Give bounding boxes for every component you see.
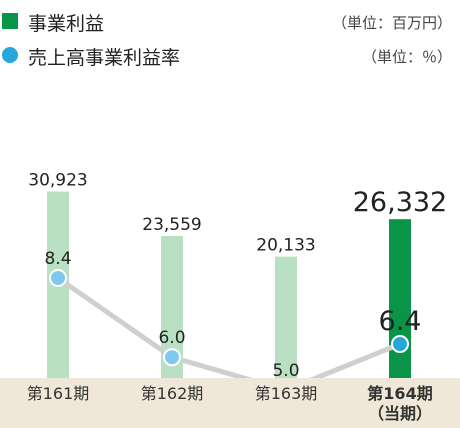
- x-tick-label: 第164期 （当期）: [367, 384, 433, 423]
- profit-value-label: 26,332: [353, 187, 447, 218]
- x-tick-label: 第163期: [254, 384, 318, 403]
- legend-profit-swatch: [2, 13, 18, 29]
- profit-value-label: 23,559: [142, 215, 201, 235]
- profit-bar: [161, 235, 183, 378]
- legend-profit-unit: （単位：百万円）: [331, 14, 452, 32]
- rate-point: [391, 335, 409, 353]
- rate-value-label: 6.0: [158, 328, 185, 348]
- x-tick-label: 第161期: [26, 384, 90, 403]
- category-band: [0, 378, 460, 428]
- profit-value-label: 30,923: [28, 171, 87, 191]
- x-tick-label: 第162期: [140, 384, 204, 403]
- legend-rate-dot: [2, 47, 18, 63]
- profit-bar: [275, 256, 297, 378]
- rate-value-label: 5.0: [272, 361, 299, 378]
- profit-value-label: 20,133: [256, 236, 315, 256]
- rate-value-label: 8.4: [44, 249, 71, 269]
- legend-rate: 売上高事業利益率 （単位：％）: [0, 42, 460, 69]
- legend-profit: 事業利益 （単位：百万円）: [0, 8, 460, 35]
- rate-point: [49, 269, 67, 287]
- legend-profit-label: 事業利益: [28, 13, 105, 35]
- profit-bar: [389, 219, 411, 378]
- rate-line: [55, 275, 403, 378]
- legend-rate-label: 売上高事業利益率: [28, 47, 181, 69]
- rate-point: [163, 348, 181, 367]
- legend-rate-unit: （単位：％）: [361, 48, 452, 66]
- rate-value-label: 6.4: [379, 306, 422, 337]
- chart: 30,923 23,559 20,133 26,332 8.4 6.0 5.0 6.4: [28, 171, 447, 378]
